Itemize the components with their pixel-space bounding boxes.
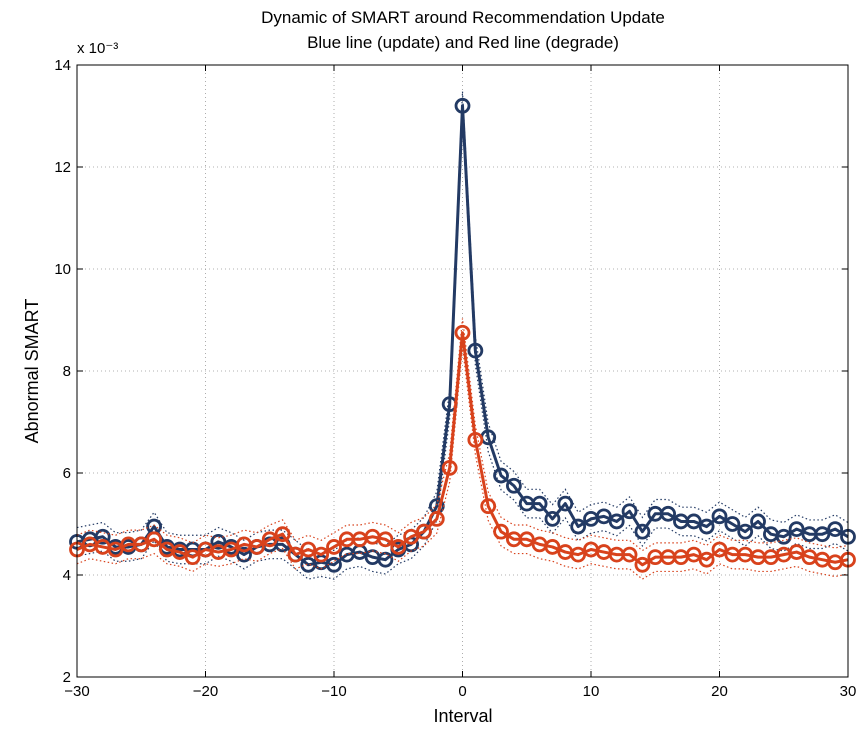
- y-tick-label: 10: [54, 261, 71, 278]
- data-point: [595, 508, 612, 525]
- data-point: [133, 536, 150, 553]
- data-point: [480, 498, 497, 515]
- data-point: [634, 556, 651, 573]
- data-point: [737, 523, 754, 540]
- data-point: [377, 531, 394, 548]
- data-point: [557, 495, 574, 512]
- data-point: [711, 508, 728, 525]
- data-point: [454, 97, 471, 114]
- data-point: [428, 511, 445, 527]
- data-point: [621, 546, 638, 563]
- y-tick-label: 8: [63, 363, 71, 380]
- y-axis-exponent: x 10⁻³: [77, 40, 118, 57]
- data-point: [184, 549, 201, 566]
- axis-ticks: −30 −20 −10 0 10 20 30 2 4 6 8 10 12 14: [54, 57, 856, 700]
- data-point: [416, 523, 432, 540]
- x-tick-label: 0: [458, 683, 466, 700]
- series-1: [69, 318, 856, 580]
- data-point: [210, 533, 227, 550]
- x-tick-label: 10: [583, 683, 600, 700]
- series-upper-band: [76, 318, 849, 552]
- data-point: [287, 546, 304, 563]
- y-tick-label: 12: [54, 159, 71, 176]
- y-tick-label: 6: [63, 465, 71, 482]
- data-point: [685, 546, 702, 563]
- data-point: [698, 518, 715, 535]
- x-tick-label: −10: [321, 683, 346, 700]
- x-axis-label: Interval: [433, 706, 492, 726]
- data-point: [506, 477, 522, 494]
- data-point: [685, 513, 702, 530]
- data-point: [94, 528, 111, 545]
- data-point: [814, 526, 831, 543]
- data-point: [775, 528, 792, 545]
- data-point: [698, 551, 715, 568]
- series-group: [69, 91, 856, 580]
- data-point: [261, 531, 278, 548]
- data-point: [518, 531, 535, 548]
- chart-title: Dynamic of SMART around Recommendation U…: [261, 8, 665, 27]
- x-tick-label: 30: [840, 683, 857, 700]
- data-point: [107, 541, 124, 558]
- data-point: [236, 546, 252, 563]
- data-point: [146, 531, 163, 548]
- y-tick-label: 2: [63, 669, 71, 686]
- data-point: [544, 539, 561, 555]
- data-point: [403, 528, 420, 545]
- data-point: [788, 521, 805, 537]
- data-point: [544, 511, 561, 527]
- y-tick-label: 14: [54, 57, 71, 74]
- data-point: [274, 526, 291, 543]
- data-point: [467, 342, 484, 359]
- data-point: [454, 324, 471, 341]
- data-point: [171, 544, 188, 560]
- data-point: [300, 541, 317, 558]
- data-point: [248, 539, 265, 555]
- y-axis-label: Abnormal SMART: [22, 299, 42, 444]
- y-tick-label: 4: [63, 567, 71, 584]
- data-point: [788, 544, 805, 560]
- x-tick-label: 20: [711, 683, 728, 700]
- data-point: [570, 518, 587, 535]
- data-point: [390, 539, 407, 555]
- data-point: [608, 513, 625, 530]
- data-point: [493, 523, 509, 540]
- data-point: [724, 516, 741, 532]
- data-point: [660, 505, 676, 522]
- x-tick-label: −20: [193, 683, 218, 700]
- series-lower-band: [76, 120, 849, 580]
- grid: [77, 65, 848, 677]
- series-line: [76, 331, 849, 567]
- series-upper-band: [76, 91, 849, 552]
- x-tick-label: −30: [64, 683, 89, 700]
- data-point: [621, 503, 638, 520]
- data-point: [570, 546, 587, 563]
- data-point: [326, 539, 342, 555]
- data-point: [467, 431, 484, 448]
- data-point: [750, 513, 766, 530]
- data-point: [313, 546, 330, 563]
- data-point: [493, 467, 509, 484]
- data-point: [711, 541, 728, 558]
- data-point: [827, 521, 844, 537]
- data-point: [531, 495, 548, 512]
- data-point: [634, 523, 651, 540]
- data-point: [441, 459, 458, 476]
- chart-subtitle: Blue line (update) and Red line (degrade…: [307, 33, 619, 52]
- data-point: [223, 541, 240, 558]
